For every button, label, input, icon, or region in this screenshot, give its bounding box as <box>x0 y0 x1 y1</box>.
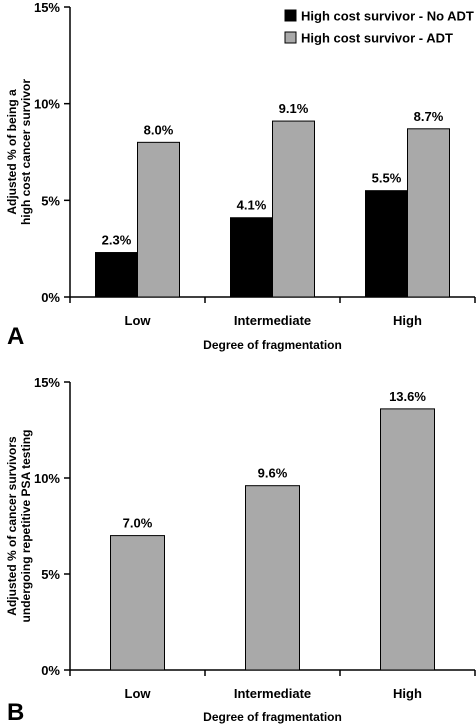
x-axis-title: Degree of fragmentation <box>203 710 342 724</box>
y-tick-label: 15% <box>34 375 60 390</box>
data-label: 2.3% <box>102 233 132 248</box>
y-tick-label: 10% <box>34 471 60 486</box>
bar <box>110 535 165 671</box>
bar <box>245 485 300 671</box>
y-tick-label: 0% <box>41 290 60 305</box>
data-label: 8.7% <box>414 109 444 124</box>
y-axis-title: Adjusted % of being a <box>5 89 19 215</box>
panel-label: A <box>7 323 24 350</box>
bar <box>272 120 315 298</box>
x-axis-title: Degree of fragmentation <box>203 338 342 352</box>
x-tick-label: Low <box>125 313 152 328</box>
y-axis-title: high cost cancer survivor <box>19 79 33 225</box>
x-tick-label: Intermediate <box>234 686 311 701</box>
x-tick-label: Intermediate <box>234 313 311 328</box>
legend-swatch <box>284 31 297 44</box>
data-label: 5.5% <box>372 171 402 186</box>
y-tick-label: 5% <box>41 193 60 208</box>
bar <box>137 141 180 298</box>
legend-swatch <box>284 9 297 22</box>
y-tick-label: 0% <box>41 663 60 678</box>
y-tick-label: 15% <box>34 0 60 15</box>
chart-panel-b: 0% 5% 10% 15% Low Intermediate High 7.0% 9.6% 13.… <box>5 375 476 725</box>
data-label: 8.0% <box>144 122 174 137</box>
data-label: 13.6% <box>389 389 426 404</box>
legend: High cost survivor - No ADT High cost sur… <box>284 9 474 46</box>
bar <box>380 408 435 671</box>
bar <box>95 252 138 298</box>
y-tick-label: 5% <box>41 567 60 582</box>
x-tick-label: Low <box>125 686 152 701</box>
data-label: 9.1% <box>279 101 309 116</box>
chart-panel-a: 0% 5% 10% 15% Low Intermediate High 2.3% 4.1% 5.5… <box>5 0 476 352</box>
bar <box>365 190 408 298</box>
data-label: 9.6% <box>258 466 288 481</box>
x-tick-label: High <box>393 686 422 701</box>
y-axis-title: undergoing repetitive PSA testing <box>19 430 33 623</box>
legend-label: High cost survivor - ADT <box>301 31 453 46</box>
bar <box>407 128 450 298</box>
x-tick-label: High <box>393 313 422 328</box>
y-axis-title: Adjusted % of cancer survivors <box>5 436 19 616</box>
bar <box>230 217 273 298</box>
data-label: 7.0% <box>123 516 153 531</box>
y-tick-label: 10% <box>34 97 60 112</box>
data-label: 4.1% <box>237 198 267 213</box>
legend-label: High cost survivor - No ADT <box>301 9 474 24</box>
panel-label: B <box>7 699 24 725</box>
